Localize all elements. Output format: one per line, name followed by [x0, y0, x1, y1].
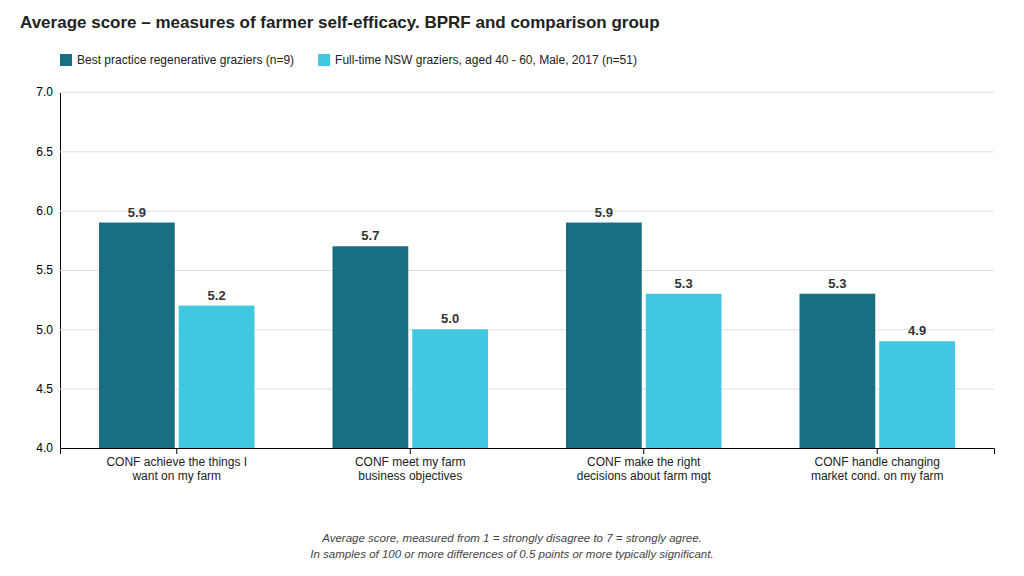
tick-label: 6.0 [36, 204, 53, 218]
data-label: 5.3 [828, 276, 846, 291]
tick-label: 4.5 [36, 382, 53, 396]
tick-mark [877, 448, 878, 454]
tick-label: 5.5 [36, 263, 53, 277]
title: Average score – measures of farmer self-… [20, 13, 660, 32]
footnote: In samples of 100 or more differences of… [310, 548, 713, 560]
series [99, 223, 875, 448]
series [179, 294, 955, 448]
bar [412, 329, 488, 448]
legend-item: Best practice regenerative graziers (n=9… [60, 53, 294, 67]
tick-label: 5.0 [36, 323, 53, 337]
footnote: Average score, measured from 1 = strongl… [321, 532, 702, 544]
tick: CONF make the rightdecisions about farm … [577, 448, 712, 483]
grid-line [60, 270, 994, 271]
tick: 6.0 [36, 204, 994, 218]
tick-label: 4.0 [36, 441, 53, 455]
data-labels: 5.9 5.7 5.9 5.3 5.2 5.0 5.3 4.9 [128, 205, 926, 339]
bar [566, 223, 642, 448]
legend-swatch [60, 54, 72, 66]
tick: CONF meet my farmbusiness objectives [355, 448, 466, 483]
tick-mark [176, 448, 177, 454]
tick: 6.5 [36, 145, 994, 159]
legend-label: Best practice regenerative graziers (n=9… [77, 53, 294, 67]
tick-label: CONF make the rightdecisions about farm … [577, 455, 712, 483]
tick: 7.0 [36, 85, 994, 99]
tick-label: CONF achieve the things Iwant on my farm [106, 455, 247, 483]
bar [333, 246, 409, 448]
tick: 5.5 [36, 263, 994, 277]
legend-label: Full-time NSW graziers, aged 40 - 60, Ma… [335, 53, 637, 67]
data-label: 5.7 [361, 228, 379, 243]
legend-swatch [318, 54, 330, 66]
data-label: 5.9 [128, 205, 146, 220]
bar [179, 306, 255, 448]
bar [800, 294, 876, 448]
bar [646, 294, 722, 448]
tick-label: CONF handle changingmarket cond. on my f… [811, 455, 944, 483]
axis-line [61, 93, 995, 449]
tick-mark [643, 448, 644, 454]
plot: 4.0 4.5 5.0 5.5 6.0 6.5 7.0 CONF achieve the th… [36, 85, 994, 483]
bars [99, 223, 955, 448]
axis-line [61, 449, 995, 455]
legend-item: Full-time NSW graziers, aged 40 - 60, Ma… [318, 53, 637, 67]
data-label: 5.9 [595, 205, 613, 220]
tick: CONF handle changingmarket cond. on my f… [811, 448, 944, 483]
bar [99, 223, 175, 448]
bar [879, 341, 955, 448]
data-label: 5.3 [675, 276, 693, 291]
data-label: 4.9 [908, 323, 926, 338]
x-axis: CONF achieve the things Iwant on my farm… [61, 448, 995, 483]
tick-label: 7.0 [36, 85, 53, 99]
tick-label: 6.5 [36, 145, 53, 159]
y-axis: 4.0 4.5 5.0 5.5 6.0 6.5 7.0 [36, 85, 994, 455]
legend: Best practice regenerative graziers (n=9… [60, 53, 637, 67]
grid-line [60, 211, 994, 212]
tick-mark [410, 448, 411, 454]
chart: Average score – measures of farmer self-… [0, 0, 1024, 576]
data-label: 5.2 [208, 288, 226, 303]
grid-line [60, 151, 994, 152]
tick-label: CONF meet my farmbusiness objectives [355, 455, 466, 483]
grid-line [60, 92, 994, 93]
footnotes: Average score, measured from 1 = strongl… [310, 532, 713, 560]
tick: CONF achieve the things Iwant on my farm [106, 448, 247, 483]
data-label: 5.0 [441, 311, 459, 326]
